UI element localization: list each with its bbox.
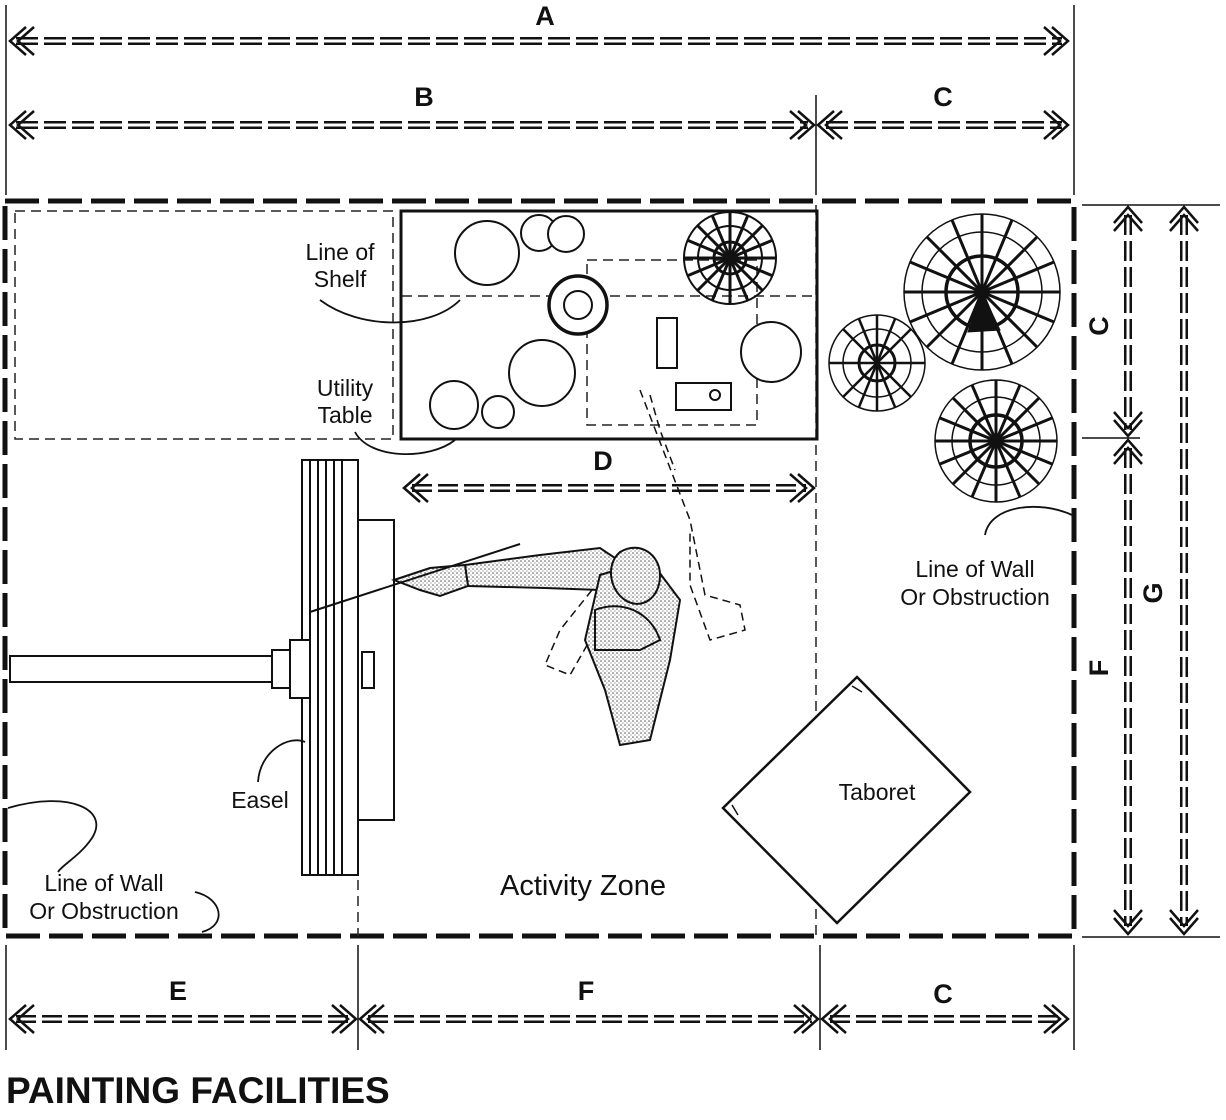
dimension-label-a: A [535,1,555,31]
taboret-label: Taboret [839,779,916,805]
activity-zone-label: Activity Zone [500,870,666,902]
extension-lines [5,5,1220,1050]
dimension-label-e: E [169,976,187,1006]
page-title: PAINTING FACILITIES [6,1070,390,1111]
dimension-arrow-e [8,1004,358,1034]
taboret [721,675,972,925]
dimension-arrow-b [8,110,816,140]
paint-containers [429,214,802,430]
artist-figure [309,389,746,747]
right-wall-label-line1: Line of Wall [915,556,1034,582]
right-wall-leader-line [984,505,1073,536]
dimension-arrow-c-right [1113,205,1143,438]
left-wall-leader-line-upper [7,800,98,873]
utility-table-label-line2: Table [318,402,373,428]
dimension-arrow-c-top [816,110,1070,140]
dimension-label-c-right: C [1084,316,1114,336]
dimension-label-b: B [414,82,434,112]
dimension-arrow-f-right [1113,438,1143,936]
room-boundary [2,198,1077,939]
shelf-label-line1: Line of [305,239,375,265]
dimension-label-c-bottom: C [933,979,953,1009]
dimension-label-f-bottom: F [578,976,595,1006]
right-wall-label-line2: Or Obstruction [900,584,1050,610]
dimension-label-c-top: C [933,82,953,112]
easel [9,459,395,876]
utility-table [399,209,819,441]
dimension-label-d: D [593,446,613,476]
plant-small-icon [828,314,926,412]
easel-label: Easel [231,787,289,813]
utility-table-leader-line [354,431,456,455]
shelf-label-line2: Shelf [314,266,367,292]
zone-lines [14,205,817,936]
dimension-arrow-a [8,26,1070,56]
easel-leader-line [257,739,306,783]
left-wall-label-line2: Or Obstruction [29,898,179,924]
dimension-arrow-d [402,473,816,503]
brush-jar-icon [683,211,777,305]
plant-medium-icon [934,379,1058,503]
dimension-arrow-f-bottom [358,1004,820,1034]
plant-large-icon [903,213,1061,371]
left-wall-label-line1: Line of Wall [44,870,163,896]
left-wall-leader-line-lower [194,891,220,933]
dimension-arrow-g [1169,205,1199,936]
dimension-label-f-right: F [1084,660,1114,677]
dimension-label-g: G [1138,582,1168,603]
shelf-leader-line [319,299,461,324]
utility-table-label-line1: Utility [317,375,374,401]
dimension-arrow-c-bottom [820,1004,1070,1034]
